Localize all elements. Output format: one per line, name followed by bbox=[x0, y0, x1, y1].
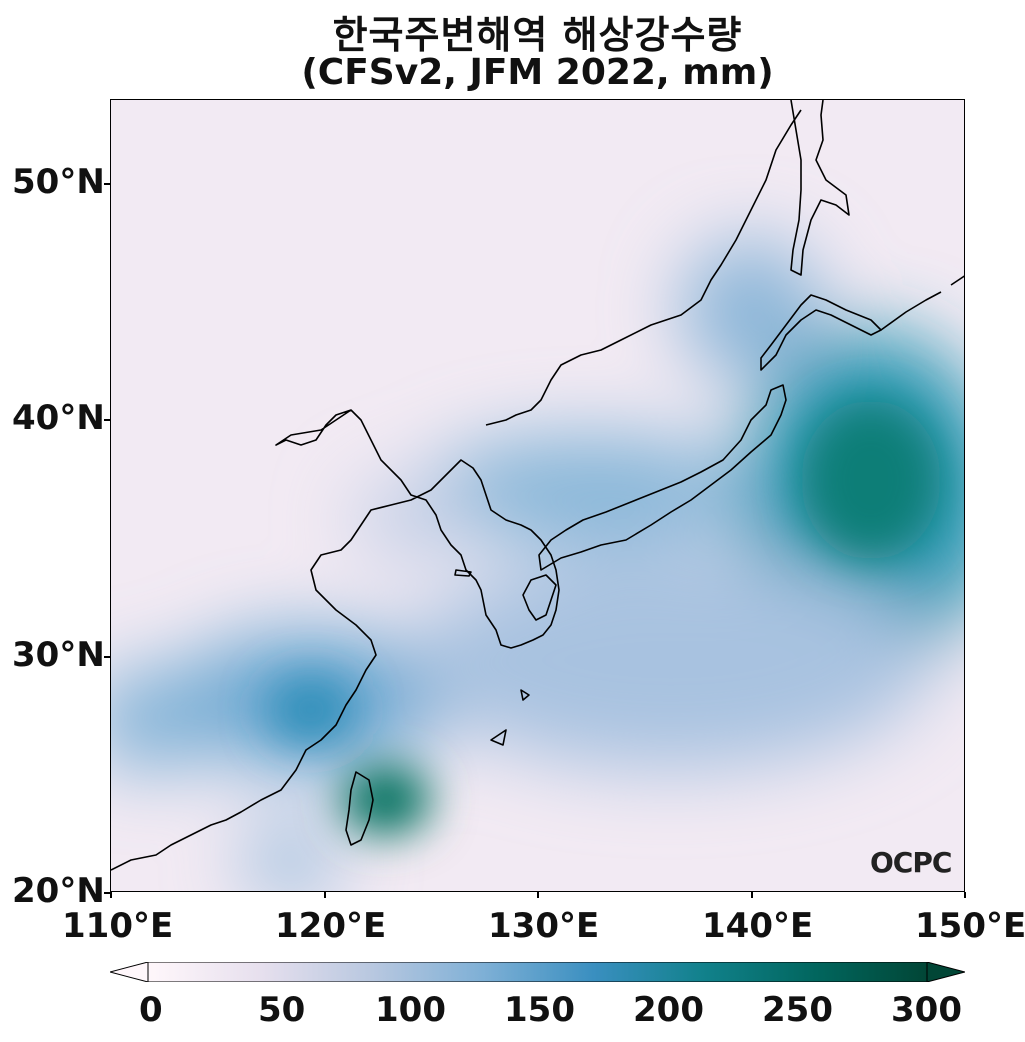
x-tick-label: 140°E bbox=[702, 906, 814, 946]
map-title: 한국주변해역 해상강수량 bbox=[332, 13, 743, 57]
y-tick-label: 50°N bbox=[12, 162, 105, 202]
precipitation-map bbox=[110, 99, 965, 892]
y-tickmark bbox=[104, 419, 110, 421]
x-tickmark bbox=[537, 892, 539, 898]
y-tickmark bbox=[104, 183, 110, 185]
asia-coastline bbox=[111, 409, 560, 871]
colorbar-upper-extend bbox=[926, 962, 965, 982]
y-tick-label: 20°N bbox=[12, 871, 105, 911]
colorbar-tick-label: 0 bbox=[139, 990, 163, 1030]
colorbar bbox=[110, 962, 965, 982]
kuril-islands bbox=[880, 291, 942, 331]
y-tickmark bbox=[104, 892, 110, 894]
y-tickmark bbox=[104, 656, 110, 658]
colorbar-tick-label: 150 bbox=[504, 990, 575, 1030]
coastlines bbox=[111, 100, 964, 871]
colorbar-lower-extend bbox=[110, 962, 149, 982]
x-tickmark bbox=[110, 892, 112, 898]
colorbar-tick-label: 250 bbox=[762, 990, 833, 1030]
colorbar-body bbox=[147, 962, 928, 982]
taiwan-coastline bbox=[345, 771, 374, 846]
x-tickmark bbox=[964, 892, 966, 898]
x-tick-label: 150°E bbox=[915, 906, 1025, 946]
colorbar-tick-label: 200 bbox=[633, 990, 704, 1030]
ocpc-logo: OCPC bbox=[870, 846, 952, 879]
x-tick-label: 130°E bbox=[488, 906, 600, 946]
map-subtitle: (CFSv2, JFM 2022, mm) bbox=[301, 52, 774, 93]
honshu-coastline bbox=[538, 384, 787, 571]
colorbar-tick-label: 100 bbox=[375, 990, 446, 1030]
map-svg bbox=[111, 100, 964, 891]
y-tick-label: 30°N bbox=[12, 635, 105, 675]
y-tick-label: 40°N bbox=[12, 398, 105, 438]
sakhalin-coastline bbox=[790, 100, 850, 276]
hokkaido-coastline bbox=[760, 294, 882, 371]
russia-coastline bbox=[485, 109, 802, 426]
colorbar-tick-label: 50 bbox=[258, 990, 306, 1030]
x-tickmark bbox=[751, 892, 753, 898]
x-tick-label: 120°E bbox=[275, 906, 387, 946]
kyushu-coastline bbox=[522, 574, 557, 621]
x-tick-label: 110°E bbox=[62, 906, 174, 946]
colorbar-tick-label: 300 bbox=[891, 990, 962, 1030]
x-tickmark bbox=[324, 892, 326, 898]
